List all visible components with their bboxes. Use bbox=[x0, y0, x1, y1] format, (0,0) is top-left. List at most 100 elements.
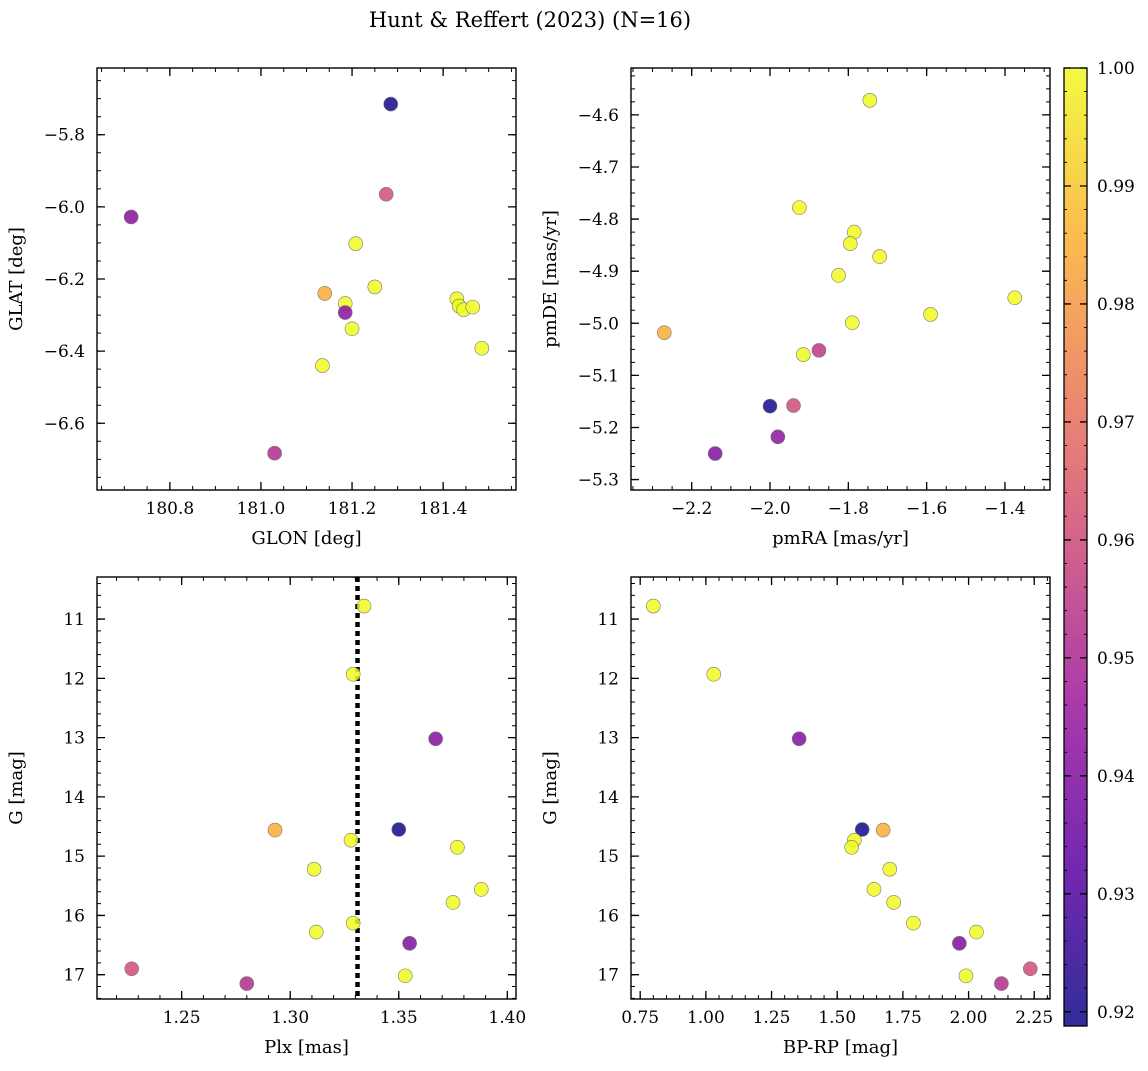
x-tick-label: 180.8 bbox=[146, 499, 195, 519]
y-tick-label: 15 bbox=[597, 847, 619, 867]
data-point bbox=[465, 299, 481, 315]
axes-frame bbox=[96, 576, 517, 1000]
y-tick-label: 14 bbox=[597, 788, 619, 808]
colorbar-tick-label: 0.92 bbox=[1097, 1003, 1135, 1023]
y-tick-label: −6.4 bbox=[44, 342, 85, 362]
x-tick-label: −1.8 bbox=[828, 499, 869, 519]
x-tick-label: 181.4 bbox=[419, 499, 468, 519]
x-tick-label: 181.2 bbox=[328, 499, 377, 519]
y-tick-label: −5.8 bbox=[44, 126, 85, 146]
x-tick-label: 1.35 bbox=[380, 1008, 418, 1028]
colorbar-tick-label: 0.95 bbox=[1097, 649, 1135, 669]
data-point bbox=[906, 915, 921, 931]
axes-frame bbox=[630, 67, 1051, 491]
data-point bbox=[397, 968, 413, 984]
minor-ticks bbox=[97, 68, 516, 490]
x-tick-label: −1.4 bbox=[984, 499, 1025, 519]
colorbar-tick-label: 0.93 bbox=[1097, 885, 1135, 905]
colorbar-tick-label: 0.99 bbox=[1097, 177, 1135, 197]
data-point bbox=[854, 822, 870, 837]
parallax-magnitude-panel: Plx [mas] G [mag] 1.25 1.30 1.35 1.40 11 12 13… bbox=[6, 576, 526, 1058]
data-point bbox=[474, 340, 490, 356]
data-point bbox=[952, 935, 967, 951]
colorbar-tick-label: 1.00 bbox=[1097, 59, 1135, 79]
data-point bbox=[445, 895, 461, 910]
data-point bbox=[308, 924, 324, 940]
glat-axis-label: GLAT [deg] bbox=[6, 227, 27, 331]
x-tick-label: 2.25 bbox=[1015, 1008, 1053, 1028]
data-point bbox=[367, 279, 383, 295]
data-point bbox=[795, 347, 811, 362]
data-point bbox=[239, 976, 255, 991]
x-tick-label: 1.00 bbox=[687, 1008, 725, 1028]
x-tick-label: 1.50 bbox=[818, 1008, 856, 1028]
y-tick-label: −6.0 bbox=[44, 198, 85, 218]
membership-colorbar: 0.92 0.93 0.94 0.95 0.96 0.97 0.98 0.99 1.00 bbox=[1063, 59, 1135, 1027]
data-point bbox=[875, 822, 891, 838]
pmde-axis-label: pmDE [mas/yr] bbox=[540, 210, 561, 348]
data-point bbox=[844, 315, 860, 331]
pmra-axis-label: pmRA [mas/yr] bbox=[772, 528, 909, 549]
y-tick-label: −5.1 bbox=[578, 366, 619, 386]
data-point bbox=[317, 286, 333, 301]
y-tick-label: 16 bbox=[63, 906, 85, 926]
data-point bbox=[356, 598, 372, 614]
colorbar-tick-label: 0.98 bbox=[1097, 295, 1135, 315]
data-point bbox=[792, 200, 807, 215]
data-point bbox=[391, 822, 407, 837]
colorbar-tick-label: 0.97 bbox=[1097, 413, 1135, 433]
data-point bbox=[791, 731, 807, 747]
plx-axis-label: Plx [mas] bbox=[264, 1037, 349, 1058]
data-point bbox=[383, 96, 399, 112]
data-point bbox=[345, 666, 361, 682]
data-point bbox=[315, 358, 330, 373]
x-tick-label: 1.40 bbox=[488, 1008, 526, 1028]
data-point bbox=[958, 968, 974, 984]
y-tick-label: 12 bbox=[63, 669, 85, 689]
x-tick-label: 1.25 bbox=[753, 1008, 791, 1028]
cmd-g-mag-axis-label: G [mag] bbox=[540, 751, 561, 824]
data-point bbox=[428, 731, 443, 747]
data-point bbox=[1022, 961, 1038, 977]
data-point bbox=[786, 398, 801, 413]
colorbar-tick-label: 0.94 bbox=[1097, 767, 1135, 787]
data-point bbox=[473, 882, 489, 897]
data-point bbox=[706, 666, 722, 682]
data-point bbox=[844, 839, 859, 855]
y-tick-label: 16 bbox=[597, 906, 619, 926]
data-point bbox=[123, 209, 139, 225]
x-tick-label: 0.75 bbox=[621, 1008, 659, 1028]
y-tick-label: −4.7 bbox=[578, 158, 619, 178]
x-tick-label: −1.6 bbox=[906, 499, 947, 519]
y-tick-label: 11 bbox=[597, 610, 619, 630]
y-tick-label: 17 bbox=[597, 966, 619, 986]
y-tick-label: 13 bbox=[597, 729, 619, 749]
glon-axis-label: GLON [deg] bbox=[251, 528, 361, 549]
y-tick-label: 12 bbox=[597, 669, 619, 689]
y-tick-label: −5.3 bbox=[578, 471, 619, 491]
data-point bbox=[378, 186, 394, 202]
colorbar-tick-label: 0.96 bbox=[1097, 531, 1135, 551]
minor-ticks bbox=[631, 577, 1050, 999]
data-point bbox=[866, 882, 882, 897]
data-point bbox=[862, 93, 878, 108]
colorbar-gradient bbox=[1063, 67, 1088, 1027]
data-point bbox=[124, 961, 140, 977]
data-point bbox=[842, 236, 858, 251]
y-tick-label: −6.2 bbox=[44, 270, 85, 290]
x-tick-label: 1.25 bbox=[163, 1008, 201, 1028]
y-tick-label: −6.6 bbox=[44, 414, 85, 434]
y-tick-label: 13 bbox=[63, 729, 85, 749]
data-point bbox=[450, 839, 465, 855]
g-mag-axis-label: G [mag] bbox=[6, 751, 27, 824]
data-point bbox=[343, 832, 359, 848]
data-point bbox=[267, 822, 283, 838]
data-point bbox=[344, 321, 360, 337]
bp-rp-axis-label: BP-RP [mag] bbox=[783, 1037, 898, 1058]
y-tick-label: −5.0 bbox=[578, 314, 619, 334]
data-point bbox=[348, 236, 363, 251]
proper-motion-panel: pmRA [mas/yr] pmDE [mas/yr] −2.2 −2.0 −1.8… bbox=[540, 67, 1051, 549]
data-point bbox=[762, 398, 778, 414]
data-point bbox=[337, 305, 353, 320]
y-tick-label: −4.8 bbox=[578, 210, 619, 230]
